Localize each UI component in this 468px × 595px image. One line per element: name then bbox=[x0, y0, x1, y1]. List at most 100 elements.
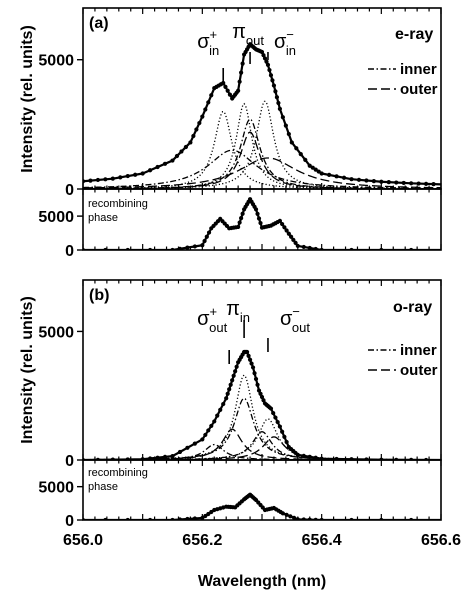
data-point bbox=[88, 178, 93, 183]
data-point bbox=[386, 180, 391, 185]
data-point bbox=[192, 441, 197, 446]
data-point bbox=[183, 144, 189, 150]
annotation-σ-in: σ− in bbox=[274, 27, 296, 58]
data-point bbox=[200, 243, 205, 248]
data-point bbox=[218, 407, 223, 412]
data-point bbox=[286, 231, 291, 236]
data-point bbox=[206, 100, 211, 105]
data-point bbox=[240, 61, 245, 66]
panel-a-annotations: σ+ in πout σ− in bbox=[197, 21, 296, 82]
data-point bbox=[191, 133, 196, 139]
data-point bbox=[148, 456, 153, 460]
data-point bbox=[295, 243, 300, 249]
data-point bbox=[162, 454, 168, 460]
data-point bbox=[185, 516, 190, 520]
data-point bbox=[280, 511, 285, 516]
data-point bbox=[401, 180, 406, 186]
data-point bbox=[246, 353, 251, 358]
data-point bbox=[258, 391, 263, 396]
x-tick-labels: 656.0 656.2 656.4 656.6 bbox=[63, 532, 461, 549]
data-point bbox=[293, 240, 298, 245]
data-point bbox=[431, 181, 436, 187]
data-point bbox=[319, 247, 324, 250]
data-point bbox=[209, 423, 214, 429]
data-point bbox=[334, 174, 339, 179]
data-point bbox=[307, 517, 312, 520]
data-point bbox=[209, 93, 214, 98]
data-point bbox=[256, 216, 262, 221]
total-curve bbox=[83, 43, 441, 186]
data-point bbox=[284, 512, 289, 517]
data-point bbox=[282, 434, 287, 439]
y-tick-label: 0 bbox=[65, 243, 74, 260]
data-point bbox=[206, 511, 211, 517]
annotation-σ-out: σ− out bbox=[280, 304, 310, 335]
data-point bbox=[313, 246, 318, 250]
data-point bbox=[307, 245, 312, 250]
component-curve bbox=[83, 149, 441, 189]
y-tick-label: 0 bbox=[65, 453, 74, 470]
data-point bbox=[250, 365, 256, 370]
data-point bbox=[197, 120, 202, 126]
x-tick-label: 656.6 bbox=[421, 532, 461, 549]
data-point bbox=[204, 234, 209, 239]
data-point bbox=[148, 247, 153, 250]
data-point bbox=[416, 181, 421, 186]
data-point bbox=[202, 238, 207, 244]
data-point bbox=[319, 171, 324, 176]
data-point bbox=[148, 168, 153, 173]
data-point bbox=[234, 364, 239, 369]
data-point bbox=[148, 517, 153, 520]
data-point bbox=[379, 247, 384, 250]
data-point bbox=[192, 516, 197, 520]
panel-a-recombining-label-2: phase bbox=[88, 212, 118, 224]
panel-a-label: (a) bbox=[89, 15, 109, 32]
data-point bbox=[313, 455, 318, 460]
data-point bbox=[177, 449, 183, 455]
data-point bbox=[170, 517, 175, 520]
data-point bbox=[298, 151, 303, 157]
annotation-π-in: πin bbox=[226, 298, 250, 325]
panel-b-legend: inner outer bbox=[368, 342, 438, 379]
data-point bbox=[170, 454, 175, 459]
data-point bbox=[239, 70, 244, 75]
data-point bbox=[230, 378, 235, 383]
data-point bbox=[253, 376, 259, 382]
data-point bbox=[291, 237, 296, 242]
data-point bbox=[203, 432, 208, 438]
data-point bbox=[341, 175, 347, 180]
data-point bbox=[280, 429, 285, 434]
data-point bbox=[155, 455, 160, 460]
x-tick-label: 656.2 bbox=[182, 532, 222, 549]
x-tick-label: 656.0 bbox=[63, 532, 103, 549]
data-point bbox=[275, 419, 280, 425]
data-point bbox=[291, 515, 297, 520]
y-tick-label: 5000 bbox=[38, 209, 74, 226]
data-point bbox=[276, 100, 281, 106]
data-point bbox=[224, 396, 229, 401]
legend-label: outer bbox=[400, 362, 438, 379]
data-point bbox=[283, 123, 288, 128]
data-point bbox=[140, 171, 145, 176]
data-point bbox=[228, 382, 233, 387]
x-tick-label: 656.4 bbox=[302, 532, 342, 549]
data-point bbox=[307, 454, 312, 459]
data-point bbox=[188, 140, 193, 145]
component-curve bbox=[83, 118, 441, 189]
data-point bbox=[307, 163, 312, 168]
data-point bbox=[83, 179, 86, 184]
data-point bbox=[319, 456, 324, 460]
panel-a-recombining-label-1: recombining bbox=[88, 198, 148, 210]
data-point bbox=[255, 382, 260, 387]
panel-b-curves bbox=[83, 349, 441, 460]
data-point bbox=[239, 216, 244, 221]
panel-a-curves bbox=[83, 42, 441, 189]
data-point bbox=[240, 211, 245, 216]
data-point bbox=[288, 514, 293, 519]
data-point bbox=[170, 158, 175, 163]
data-point bbox=[409, 517, 414, 520]
data-point bbox=[313, 517, 318, 520]
panel-b-ray-label: o-ray bbox=[393, 299, 432, 316]
data-point bbox=[295, 517, 300, 520]
